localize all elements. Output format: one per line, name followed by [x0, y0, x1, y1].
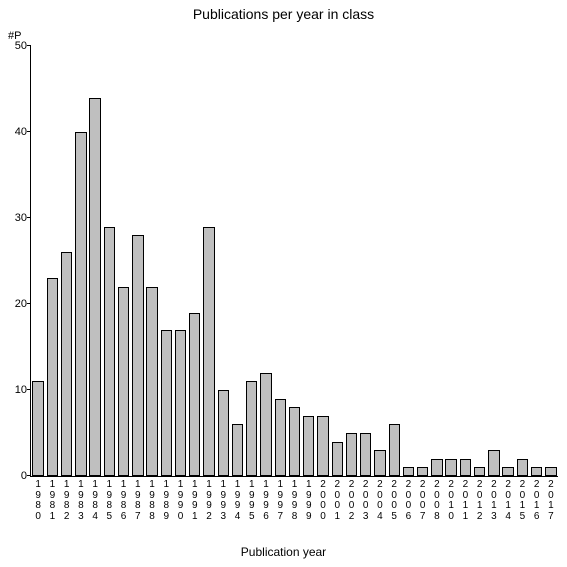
y-tick-mark: [27, 303, 31, 304]
y-tick-label: 10: [15, 384, 27, 396]
bar: [189, 313, 200, 476]
bar: [175, 330, 186, 476]
x-tick-label: 1997: [276, 480, 284, 522]
bar: [47, 278, 58, 476]
x-tick-label: 1998: [291, 480, 299, 522]
x-tick-label: 1992: [205, 480, 213, 522]
bar: [431, 459, 442, 476]
x-tick-label: 1994: [234, 480, 242, 522]
x-tick-label: 2015: [518, 480, 526, 522]
bar: [246, 381, 257, 476]
bar: [317, 416, 328, 476]
bar: [203, 227, 214, 476]
y-tick-mark: [27, 389, 31, 390]
y-tick-label: 50: [15, 40, 27, 52]
x-tick-label: 1991: [191, 480, 199, 522]
x-tick-label: 2003: [362, 480, 370, 522]
x-tick-label: 2006: [404, 480, 412, 522]
bar: [104, 227, 115, 476]
x-tick-label: 1996: [262, 480, 270, 522]
x-tick-label: 2000: [319, 480, 327, 522]
bar: [346, 433, 357, 476]
y-tick-label: 20: [15, 298, 27, 310]
y-tick-mark: [27, 475, 31, 476]
bar: [260, 373, 271, 476]
bar: [232, 424, 243, 476]
x-axis-title: Publication year: [0, 545, 567, 559]
bar: [118, 287, 129, 476]
bar: [218, 390, 229, 476]
x-tick-label: 2011: [461, 480, 469, 522]
y-tick-mark: [27, 217, 31, 218]
x-tick-label: 1986: [120, 480, 128, 522]
x-tick-label: 2010: [447, 480, 455, 522]
y-tick-mark: [27, 45, 31, 46]
x-tick-label: 1989: [162, 480, 170, 522]
x-tick-label: 2017: [547, 480, 555, 522]
x-tick-label: 2001: [333, 480, 341, 522]
bar: [275, 399, 286, 476]
x-tick-label: 1995: [248, 480, 256, 522]
x-tick-label: 1983: [77, 480, 85, 522]
x-tick-label: 1990: [177, 480, 185, 522]
x-tick-label: 2012: [476, 480, 484, 522]
bar: [75, 132, 86, 476]
x-tick-label: 1993: [219, 480, 227, 522]
x-tick-label: 2013: [490, 480, 498, 522]
x-tick-label: 1980: [34, 480, 42, 522]
x-tick-label: 1999: [305, 480, 313, 522]
bar: [460, 459, 471, 476]
bar: [132, 235, 143, 476]
bar: [360, 433, 371, 476]
x-tick-label: 2008: [433, 480, 441, 522]
x-tick-label: 1988: [148, 480, 156, 522]
x-tick-label: 1984: [91, 480, 99, 522]
bar: [545, 467, 556, 476]
bar: [374, 450, 385, 476]
x-tick-label: 2002: [347, 480, 355, 522]
bar: [417, 467, 428, 476]
bar: [474, 467, 485, 476]
x-tick-label: 2016: [533, 480, 541, 522]
bar: [531, 467, 542, 476]
y-tick-label: 30: [15, 212, 27, 224]
x-tick-label: 1982: [63, 480, 71, 522]
x-tick-label: 2007: [419, 480, 427, 522]
y-tick-mark: [27, 131, 31, 132]
x-tick-label: 1985: [105, 480, 113, 522]
y-tick-label: 0: [21, 470, 27, 482]
chart-container: Publications per year in class #P 010203…: [0, 0, 567, 567]
bar: [61, 252, 72, 476]
bar: [161, 330, 172, 476]
x-tick-label: 2005: [390, 480, 398, 522]
bar: [32, 381, 43, 476]
bar: [303, 416, 314, 476]
x-tick-label: 1981: [48, 480, 56, 522]
x-tick-label: 2014: [504, 480, 512, 522]
bar: [445, 459, 456, 476]
bar: [488, 450, 499, 476]
bar: [332, 442, 343, 476]
bar: [389, 424, 400, 476]
bar: [403, 467, 414, 476]
bar: [289, 407, 300, 476]
bar: [502, 467, 513, 476]
x-tick-label: 2004: [376, 480, 384, 522]
chart-title: Publications per year in class: [0, 6, 567, 22]
bar: [146, 287, 157, 476]
bar: [89, 98, 100, 476]
bar: [517, 459, 528, 476]
plot-area: 0102030405019801981198219831984198519861…: [30, 46, 558, 477]
y-tick-label: 40: [15, 126, 27, 138]
x-tick-label: 1987: [134, 480, 142, 522]
